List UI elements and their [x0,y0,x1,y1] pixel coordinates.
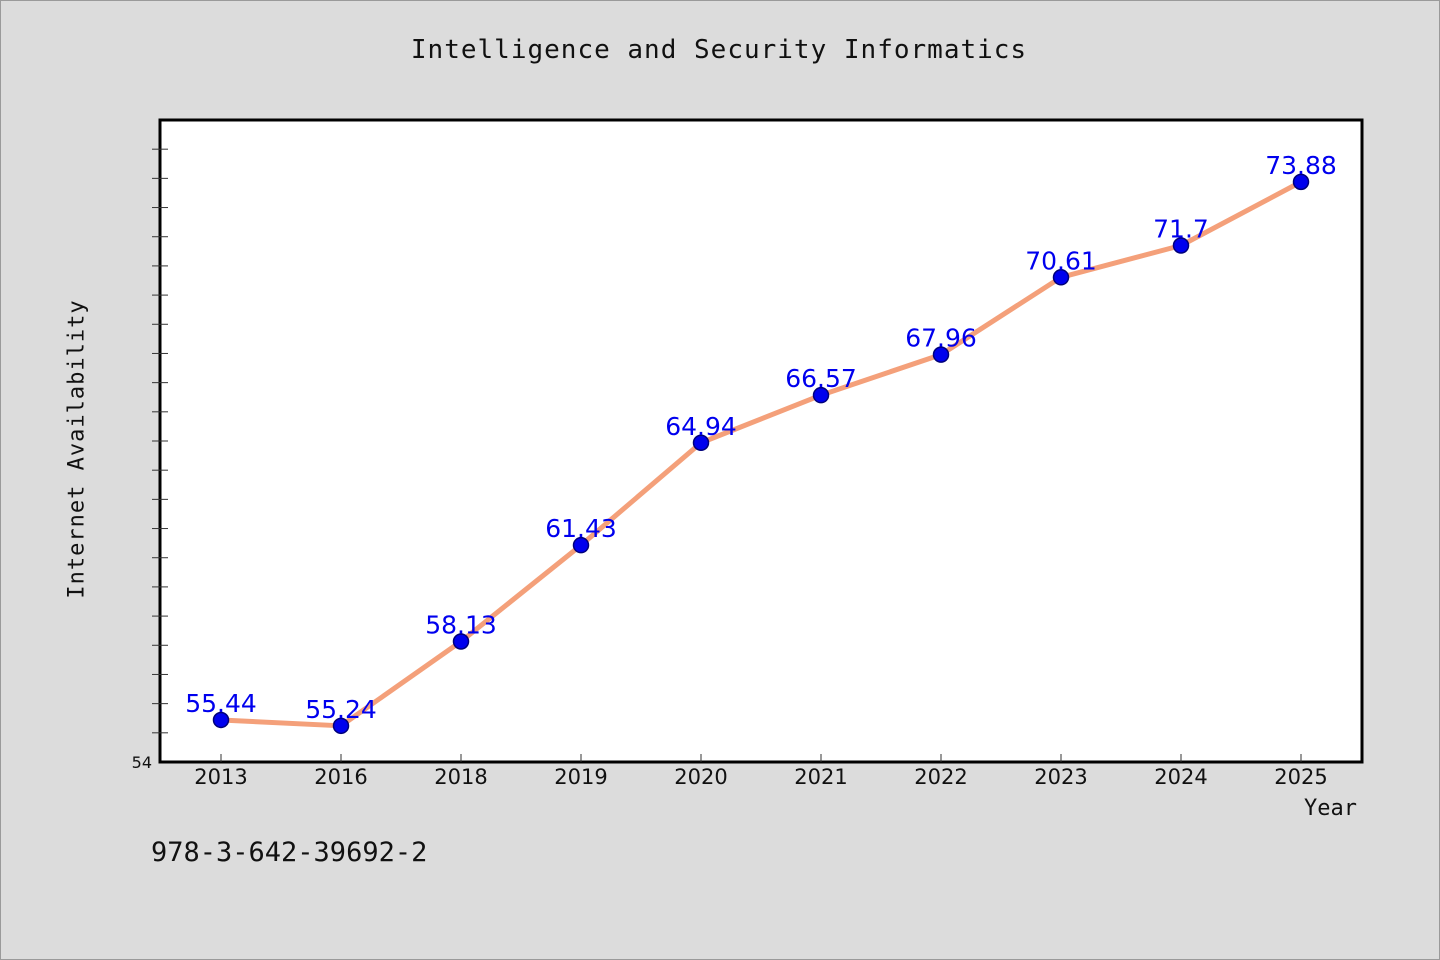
isbn-text: 978-3-642-39692-2 [151,837,428,868]
chart-title: Intelligence and Security Informatics [410,35,1028,65]
plot-area [158,118,1364,764]
x-tick-label: 2018 [434,765,487,789]
data-label: 67.96 [905,324,977,353]
data-point [1292,173,1310,191]
x-tick-label: 2020 [674,765,727,789]
data-label: 70.61 [1025,246,1097,275]
data-point [932,346,950,363]
x-tick-label: 2023 [1034,765,1087,789]
data-labels: 55.44 55.24 58.13 61.43 64.94 66.57 67.96 70.61… [185,151,1337,724]
data-point [812,386,830,404]
y-tick-label: 54 [132,753,152,772]
x-tick-label: 2022 [914,765,967,789]
data-label: 66.57 [785,364,857,393]
data-point [332,717,350,735]
series-line-group [218,179,1304,729]
x-tick-label: 2013 [194,765,247,789]
data-point [692,434,710,452]
x-axis-ticks: 2013 2016 2018 2019 2020 2021 2022 2023 2024 2025 [194,754,1328,789]
data-point [1052,269,1070,286]
x-tick-label: 2016 [314,765,367,789]
data-label: 55.44 [185,689,257,718]
data-point [1172,237,1190,254]
x-tick-label: 2021 [794,765,847,789]
data-label: 61.43 [545,514,617,543]
data-label: 64.94 [665,412,737,441]
x-tick-label: 2019 [554,765,607,789]
data-label: 58.13 [425,610,497,639]
data-point [212,711,230,729]
x-tick-label: 2024 [1154,765,1207,789]
data-label: 71.7 [1153,214,1209,243]
x-tick-label: 2025 [1274,765,1327,789]
data-label: 55.24 [305,695,377,724]
data-markers [212,173,1310,735]
data-point [572,536,590,554]
data-point [452,633,470,650]
y-axis-ticks: 54 [132,148,168,772]
data-label: 73.88 [1265,151,1337,180]
x-axis-label: Year [1304,796,1357,821]
series-line [218,179,1304,729]
